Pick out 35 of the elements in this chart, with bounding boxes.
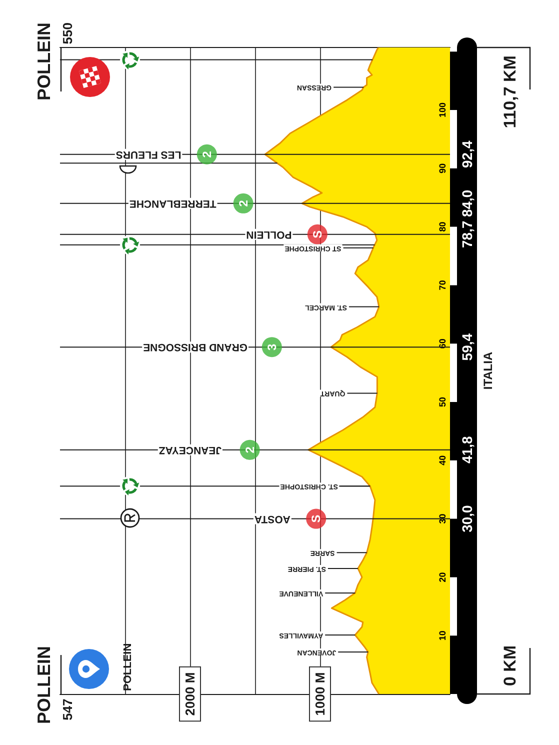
y-tick-label: 40	[438, 455, 448, 466]
y-tick-label: 10	[438, 630, 448, 641]
y2-tick-label: 78,7	[459, 220, 475, 248]
annotation: S	[309, 514, 324, 523]
y-tick-label: 80	[438, 222, 448, 232]
y-tick-label: 100	[438, 102, 448, 118]
annotation: LES FLEURS	[116, 148, 182, 160]
annotation: 2	[236, 200, 250, 207]
annotation: POLLEIN 550	[34, 22, 75, 101]
annotation: AOSTA	[254, 512, 290, 525]
annotation: 2	[200, 150, 214, 158]
y-tick-label: 30	[438, 514, 448, 524]
annotation: TERREBLANCHE	[129, 197, 216, 210]
annotation: POLLEIN	[122, 643, 134, 691]
y2-tick-label: 92,4	[459, 140, 475, 168]
x-tick-label: 2000 M	[182, 672, 198, 716]
y-tick-label: 50	[438, 396, 448, 407]
annotation: POLLEIN	[246, 228, 292, 240]
y-tick-label: 20	[438, 572, 448, 582]
text: ITALIA	[481, 352, 495, 390]
annotation: 2	[242, 446, 257, 454]
annotation: JEANCEYAZ	[158, 444, 222, 456]
y2-tick-label: 41,8	[459, 436, 475, 464]
x-tick-label: 1000 M	[312, 672, 328, 716]
y2-tick-label: 84,0	[459, 190, 475, 218]
y-tick-label: 70	[438, 280, 448, 290]
y2-tick-label: 59,4	[459, 333, 475, 361]
text: 110,7 KM	[500, 56, 520, 128]
annotation: S	[310, 230, 324, 238]
annotation: POLLEIN 547	[34, 646, 75, 724]
annotation: 3	[264, 343, 279, 350]
y-tick-label: 90	[438, 163, 448, 174]
y2-tick-label: 30,0	[459, 504, 475, 532]
annotation: GRAND BRISSOGNE	[143, 341, 248, 354]
text: 0 KM	[500, 645, 520, 686]
